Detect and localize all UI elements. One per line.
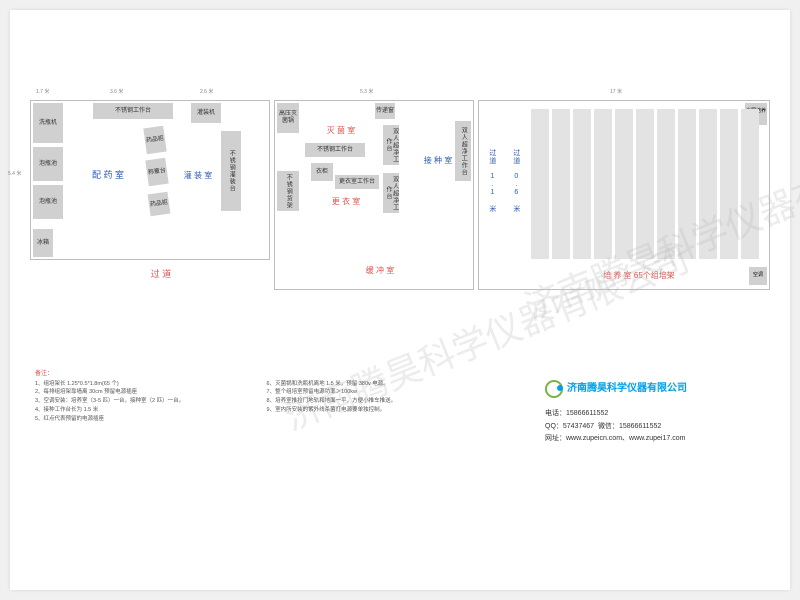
plan-box: 双人超净工作台 [455, 121, 471, 181]
plan-box: 灌装机 [191, 103, 221, 123]
culture-rack [552, 109, 570, 259]
qq: 57437467 [563, 423, 594, 430]
plan-box: 不锈钢工作台 [93, 103, 173, 119]
wx: 15866611552 [619, 423, 661, 430]
plan-box: 双人超净工作台 [383, 125, 399, 165]
plan-box: 泡瓶池 [33, 185, 63, 219]
dim-top-3: 2.6 米 [200, 88, 213, 95]
notes-header: 备注： [35, 370, 515, 380]
plan-box: 称量台 [145, 158, 168, 187]
section-c: 光照培养架 过道 1.1 米 过道 0.6 米 培 养 室 65个组培架 空调 [478, 100, 770, 290]
kongtiao: 空调 [749, 267, 767, 285]
plan-box: 不锈钢灌装台 [221, 131, 241, 211]
notes-right: 6、灭菌锅和洗瓶机离地 1.5 米，预留 380v 电源。7、整个组培室预留电源… [267, 380, 497, 415]
web-label: 网址： [545, 435, 566, 442]
wx-label: 微信： [598, 423, 619, 430]
plan-box: 药品柜 [143, 126, 166, 155]
plan-box: 不锈钢工作台 [305, 143, 365, 157]
culture-rack [615, 109, 633, 259]
plan-box: 冰箱 [33, 229, 53, 257]
culture-rack [531, 109, 549, 259]
culture-rack [657, 109, 675, 259]
culture-rack [720, 109, 738, 259]
section-b: 高压灭菌锅灭 菌 室不锈钢工作台衣柜不锈钢货架更 衣 室 更衣室工作台 传递窗双人超… [274, 100, 474, 290]
culture-caption: 培 养 室 65个组培架 [549, 269, 729, 283]
note-line: 4、接种工作台长为 1.5 米 [35, 406, 265, 415]
plan-box: 灌 装 室 [181, 163, 215, 189]
note-line: 8、培养室推拉门地轨和地面一平，方便小推车推送。 [267, 397, 497, 406]
dim-top-5: 5.3 米 [360, 88, 373, 95]
plan-box: 更 衣 室 [321, 193, 371, 211]
company-name: 济南腾昊科学仪器有限公司 [545, 380, 765, 398]
note-line: 2、每排组培架靠墙离 30cm 预留电源插座 [35, 388, 265, 397]
plan-box: 灭 菌 室 [313, 121, 369, 141]
floor-plan: 1.7 米 3.6 米 2.6 米 5.3 米 17 米 5.4 米 洗瓶机泡瓶… [30, 100, 770, 340]
notes-block: 备注： 1、组培架长 1.25*0.5*1.8m(65 个)2、每排组培架靠墙离… [35, 370, 515, 424]
corridor-1: 过道 1.1 米 [485, 121, 499, 241]
plan-box: 配 药 室 [73, 161, 143, 191]
plan-box: 过 道 [91, 265, 231, 285]
web: www.zupeicn.com、www.zupei17.com [566, 435, 685, 442]
plan-box: 高压灭菌锅 [277, 103, 299, 133]
plan-box: 衣柜 [311, 163, 333, 181]
dim-top-7: 17 米 [610, 88, 622, 95]
plan-box: 更衣室工作台 [335, 175, 379, 189]
note-line: 6、灭菌锅和洗瓶机离地 1.5 米，预留 380v 电源。 [267, 380, 497, 389]
culture-rack [678, 109, 696, 259]
plan-box: 泡瓶池 [33, 147, 63, 181]
plan-box: 双人超净工作台 [383, 173, 399, 213]
culture-rack [594, 109, 612, 259]
culture-rack [636, 109, 654, 259]
culture-rack [741, 109, 759, 259]
floor-plan-page: { "colors": { "section_border": "#bdbdbd… [10, 10, 790, 590]
plan-box: 药品柜 [148, 192, 171, 217]
company-block: 济南腾昊科学仪器有限公司 电话：15866611552 QQ：57437467 … [545, 380, 765, 446]
note-line: 7、整个组培室预留电源功率＞100kw [267, 388, 497, 397]
tel-label: 电话： [545, 410, 566, 417]
plan-box: 缓 冲 室 [345, 261, 415, 281]
plan-box: 洗瓶机 [33, 103, 63, 143]
plan-box: 传递窗 [375, 103, 395, 119]
note-line: 9、室内所安装的紫外线杀菌灯电源要单独控制。 [267, 406, 497, 415]
dim-left: 5.4 米 [8, 170, 21, 177]
dim-top-2: 3.6 米 [110, 88, 123, 95]
tel: 15866611552 [566, 410, 608, 417]
note-line: 3、空调安装：培养室（3-5 匹）一台，接种室（2 匹）一台。 [35, 397, 265, 406]
culture-rack [573, 109, 591, 259]
logo-icon [545, 380, 563, 398]
note-line: 5、红点代表预留的电源插座 [35, 415, 265, 424]
corridor-2: 过道 0.6 米 [509, 121, 523, 241]
qq-label: QQ： [545, 423, 563, 430]
culture-rack [699, 109, 717, 259]
note-line: 1、组培架长 1.25*0.5*1.8m(65 个) [35, 380, 265, 389]
plan-box: 不锈钢货架 [277, 171, 299, 211]
notes-left: 1、组培架长 1.25*0.5*1.8m(65 个)2、每排组培架靠墙离 30c… [35, 380, 265, 424]
dim-top-1: 1.7 米 [36, 88, 49, 95]
section-a: 洗瓶机泡瓶池泡瓶池不锈钢工作台灌装机配 药 室药品柜称量台药品柜灌 装 室不锈钢… [30, 100, 270, 260]
